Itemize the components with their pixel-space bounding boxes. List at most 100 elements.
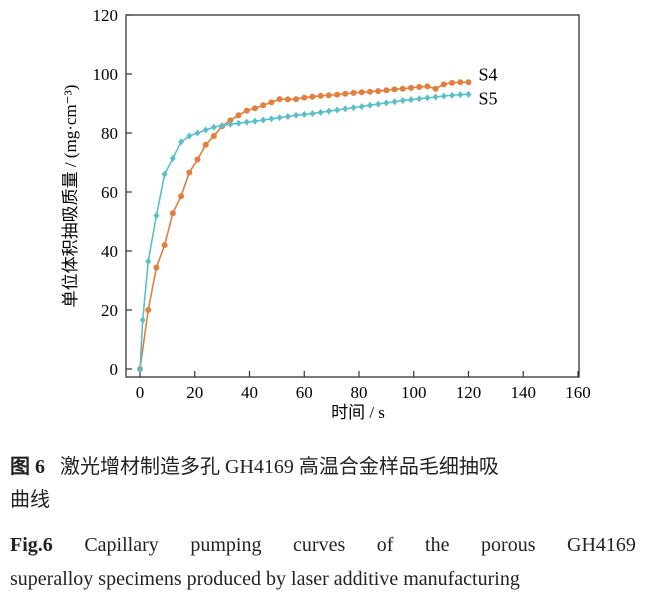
data-point	[465, 79, 472, 86]
data-point	[432, 85, 439, 92]
data-point	[391, 86, 398, 93]
data-point	[145, 257, 152, 265]
data-point	[178, 193, 185, 200]
data-point	[153, 264, 160, 271]
data-point	[161, 242, 168, 249]
data-point	[465, 90, 472, 98]
data-point	[449, 79, 456, 86]
data-point	[342, 90, 349, 97]
series-label: S4	[479, 64, 498, 84]
data-point	[178, 138, 185, 146]
data-point	[366, 101, 373, 109]
data-point	[358, 102, 365, 110]
data-point	[449, 91, 456, 99]
data-point	[276, 114, 283, 122]
y-tick-label: 100	[93, 65, 119, 84]
data-point	[251, 117, 258, 125]
series-s4: S4	[137, 64, 498, 372]
data-point	[235, 119, 242, 127]
y-tick-label: 20	[101, 301, 118, 320]
series-label: S5	[479, 88, 498, 108]
data-point	[260, 116, 267, 124]
y-tick-label: 60	[101, 183, 118, 202]
data-point	[210, 132, 217, 139]
x-tick-label: 40	[241, 383, 258, 402]
data-point	[391, 98, 398, 106]
data-point	[194, 156, 201, 163]
data-point	[293, 111, 300, 119]
x-axis-label: 时间 / s	[331, 403, 385, 422]
caption-en-word: curves	[293, 534, 346, 556]
data-point	[366, 88, 373, 95]
data-point	[317, 108, 324, 116]
data-point	[219, 122, 226, 130]
data-point	[457, 91, 464, 99]
data-point	[375, 88, 382, 95]
data-point	[334, 106, 341, 114]
data-point	[399, 85, 406, 92]
data-point	[260, 102, 267, 109]
data-point	[342, 105, 349, 113]
y-tick-label: 0	[110, 360, 119, 379]
data-point	[202, 126, 209, 134]
data-point	[145, 307, 152, 313]
caption-en-word: pumping	[190, 534, 262, 556]
caption-cn-text: 激光增材制造多孔 GH4169 高温合金样品毛细抽吸	[60, 456, 499, 478]
y-tick-label: 120	[93, 6, 119, 25]
y-axis-label: 单位体积抽吸质量 / (mg·cm⁻³)	[61, 85, 80, 308]
caption-en-word: GH4169	[567, 534, 636, 556]
data-point	[284, 112, 291, 120]
caption-en-word: porous	[481, 534, 536, 556]
x-tick-label: 140	[511, 383, 537, 402]
data-point	[416, 95, 423, 103]
caption-en-label: Fig.6	[10, 534, 53, 556]
caption-en-word: Capillary	[84, 534, 159, 556]
data-point	[424, 94, 431, 102]
x-tick-label: 160	[565, 383, 591, 402]
caption-en-line2: superalloy specimens produced by laser a…	[10, 568, 520, 590]
series-s5: S5	[137, 88, 498, 373]
data-point	[268, 99, 275, 106]
data-point	[440, 81, 447, 88]
data-point	[301, 110, 308, 118]
data-point	[309, 93, 316, 100]
data-point	[309, 110, 316, 118]
caption-cn-label: 图 6	[10, 456, 45, 478]
data-point	[325, 92, 332, 99]
data-point	[317, 92, 324, 99]
data-point	[284, 96, 291, 103]
data-point	[194, 129, 201, 137]
caption-cn-line2: 曲线	[10, 489, 50, 511]
data-point	[375, 100, 382, 108]
caption-en-word: of	[376, 534, 394, 556]
x-tick-label: 60	[296, 383, 313, 402]
data-point	[457, 79, 464, 86]
x-tick-label: 80	[351, 383, 368, 402]
data-point	[408, 96, 415, 104]
data-point	[243, 118, 250, 126]
data-point	[408, 84, 415, 91]
data-point	[350, 89, 357, 96]
data-point	[137, 365, 143, 373]
data-point	[383, 99, 390, 107]
x-tick-label: 120	[456, 383, 482, 402]
data-point	[235, 112, 242, 119]
data-point	[169, 154, 176, 162]
chart: 0 20 40 60 80 100 120 140 160 0 20 40 60 80 100 120 S4 S…	[61, 6, 591, 422]
x-tick-label: 20	[186, 383, 203, 402]
series-line	[139, 81, 469, 370]
caption-en-word: the	[425, 534, 450, 556]
data-point	[334, 91, 341, 98]
data-point	[268, 115, 275, 123]
y-tick-label: 80	[101, 124, 118, 143]
data-point	[251, 105, 258, 112]
data-point	[202, 141, 209, 148]
data-point	[139, 316, 146, 324]
data-point	[358, 89, 365, 96]
x-tick-label: 0	[136, 383, 145, 402]
data-point	[301, 94, 308, 101]
data-point	[169, 210, 176, 217]
data-point	[383, 87, 390, 94]
data-point	[276, 96, 283, 103]
data-point	[186, 169, 193, 176]
